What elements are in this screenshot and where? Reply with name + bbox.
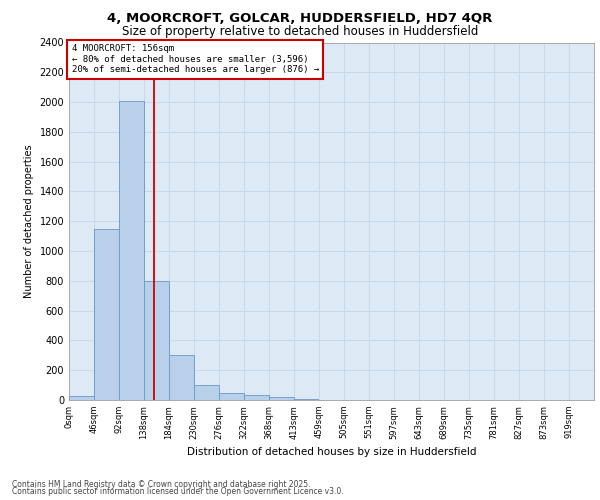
Bar bbox=[119, 100, 144, 400]
Bar bbox=[169, 356, 194, 400]
Bar bbox=[219, 394, 244, 400]
Text: Contains HM Land Registry data © Crown copyright and database right 2025.: Contains HM Land Registry data © Crown c… bbox=[12, 480, 311, 489]
Bar bbox=[144, 281, 169, 400]
X-axis label: Distribution of detached houses by size in Huddersfield: Distribution of detached houses by size … bbox=[187, 447, 476, 457]
Bar bbox=[269, 397, 294, 400]
Text: Contains public sector information licensed under the Open Government Licence v3: Contains public sector information licen… bbox=[12, 487, 344, 496]
Y-axis label: Number of detached properties: Number of detached properties bbox=[24, 144, 34, 298]
Text: 4, MOORCROFT, GOLCAR, HUDDERSFIELD, HD7 4QR: 4, MOORCROFT, GOLCAR, HUDDERSFIELD, HD7 … bbox=[107, 12, 493, 26]
Bar bbox=[69, 396, 94, 400]
Bar bbox=[293, 398, 319, 400]
Bar bbox=[94, 228, 119, 400]
Text: 4 MOORCROFT: 156sqm
← 80% of detached houses are smaller (3,596)
20% of semi-det: 4 MOORCROFT: 156sqm ← 80% of detached ho… bbox=[71, 44, 319, 74]
Bar bbox=[244, 395, 269, 400]
Bar bbox=[194, 385, 219, 400]
Text: Size of property relative to detached houses in Huddersfield: Size of property relative to detached ho… bbox=[122, 25, 478, 38]
